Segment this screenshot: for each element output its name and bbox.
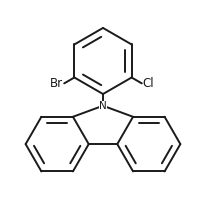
Text: Cl: Cl xyxy=(143,77,154,90)
Text: N: N xyxy=(99,101,107,111)
Text: Br: Br xyxy=(50,77,63,90)
